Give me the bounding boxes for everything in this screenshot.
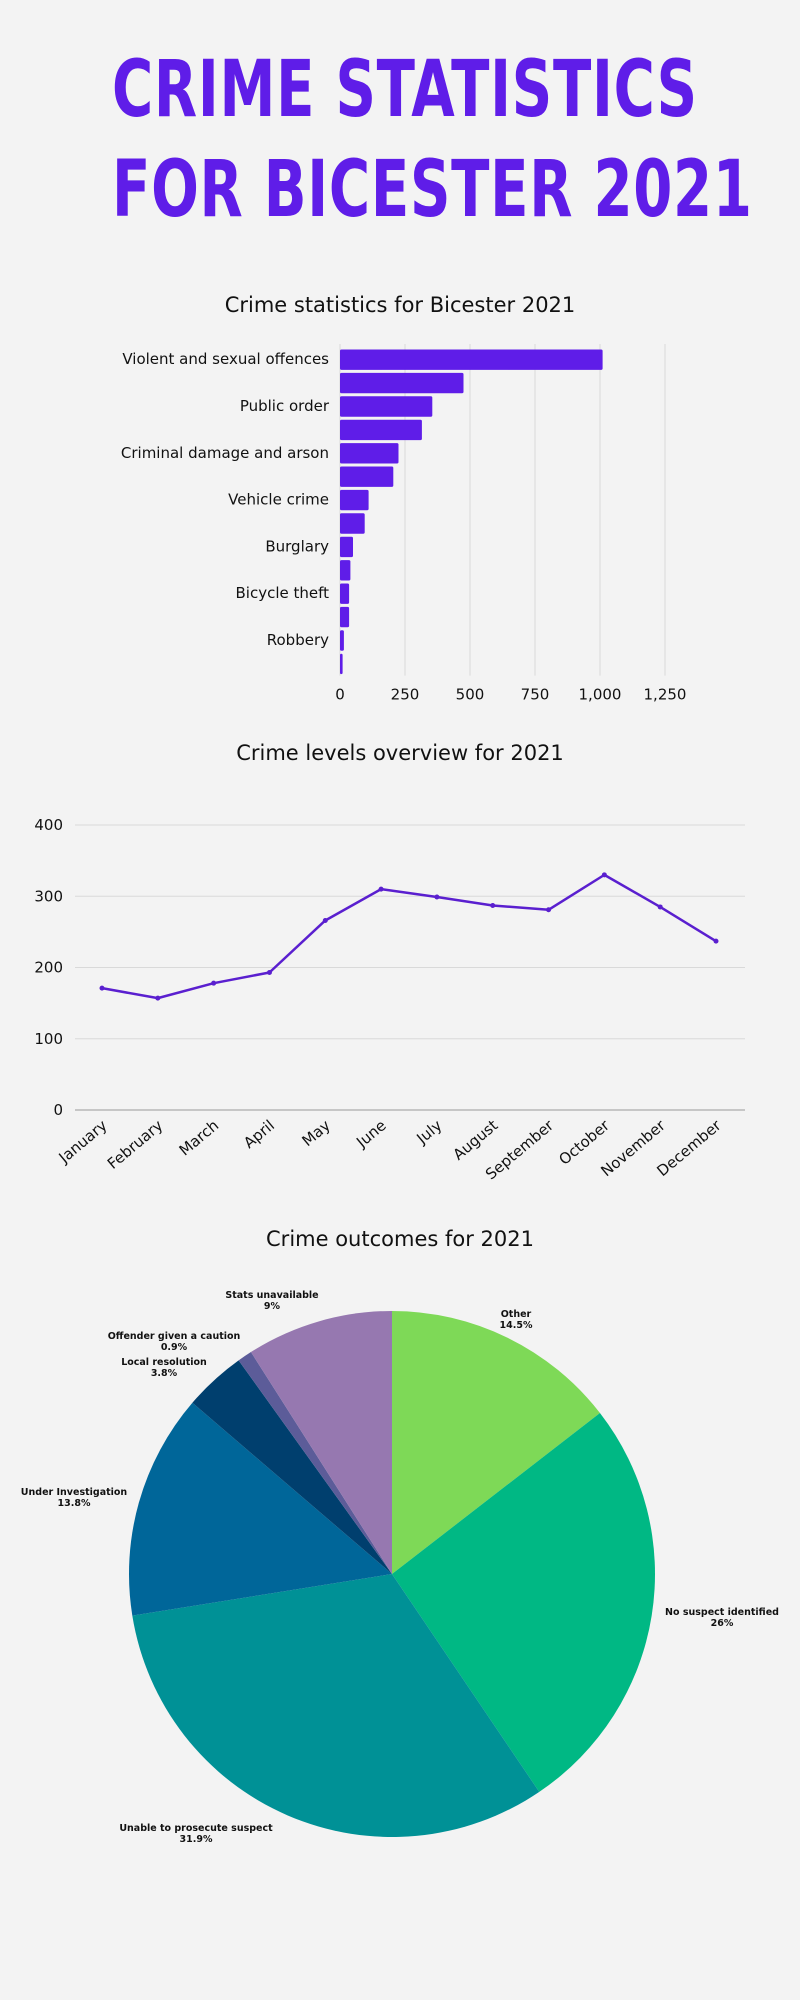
page-title-line-1: CRIME STATISTICS bbox=[112, 45, 698, 135]
pie-slice bbox=[132, 1574, 540, 1837]
line-y-tick-label: 100 bbox=[34, 1030, 63, 1048]
pie-slice-percent: 9% bbox=[264, 1301, 281, 1312]
line-point bbox=[601, 872, 607, 878]
bar-category-label: Robbery bbox=[267, 631, 329, 649]
bar bbox=[340, 419, 422, 441]
pie-slice bbox=[238, 1352, 392, 1574]
bar bbox=[340, 513, 365, 534]
page-title-line-2: FOR BICESTER 2021 bbox=[112, 145, 753, 235]
bar-chart: 0 250 500 750 1,000 1,250 Violent and sexual o… bbox=[121, 344, 687, 704]
pie-slice-label: No suspect identified bbox=[665, 1607, 779, 1618]
line-chart-title: Crime levels overview for 2021 bbox=[236, 741, 564, 765]
line-y-tick-label: 400 bbox=[34, 816, 63, 834]
line-point bbox=[713, 938, 719, 944]
line-x-tick-label: June bbox=[352, 1116, 389, 1151]
pie-slice bbox=[392, 1311, 600, 1574]
pie-slice bbox=[392, 1412, 656, 1792]
pie-slice-percent: 13.8% bbox=[58, 1498, 91, 1509]
bar bbox=[340, 372, 464, 394]
line-point bbox=[155, 995, 161, 1001]
line-x-tick-label: August bbox=[450, 1116, 502, 1164]
line-point bbox=[490, 903, 496, 909]
bar bbox=[340, 606, 350, 628]
bar bbox=[340, 583, 350, 604]
pie-slice-label: Unable to prosecute suspect bbox=[119, 1823, 273, 1834]
line-x-tick-label: February bbox=[104, 1116, 167, 1173]
line-y-tick-label: 300 bbox=[34, 887, 63, 905]
bar-x-tick-label: 500 bbox=[456, 686, 485, 704]
bar bbox=[340, 349, 603, 370]
bar bbox=[340, 443, 399, 464]
line-point bbox=[322, 917, 328, 923]
line-x-tick-label: April bbox=[240, 1116, 278, 1152]
line-x-tick-label: May bbox=[299, 1116, 334, 1150]
pie-slice bbox=[192, 1360, 392, 1574]
line-series bbox=[101, 873, 717, 1000]
bar bbox=[340, 653, 343, 675]
bar-x-tick-label: 250 bbox=[391, 686, 420, 704]
pie-slice-label: Stats unavailable bbox=[225, 1290, 318, 1301]
bar-x-tick-label: 0 bbox=[335, 686, 345, 704]
line-point bbox=[266, 969, 272, 975]
pie-slice-label: Local resolution bbox=[121, 1357, 207, 1368]
line-point bbox=[99, 985, 105, 991]
pie-slice-label: Offender given a caution bbox=[108, 1331, 241, 1342]
pie-slice-percent: 3.8% bbox=[151, 1368, 178, 1379]
bar-chart-title: Crime statistics for Bicester 2021 bbox=[224, 293, 576, 317]
page-title: CRIME STATISTICS FOR BICESTER 2021 bbox=[112, 40, 753, 240]
bar-category-label: Violent and sexual offences bbox=[122, 350, 329, 368]
line-x-tick-label: March bbox=[176, 1116, 223, 1159]
bar-category-label: Criminal damage and arson bbox=[121, 444, 329, 462]
pie-slice-percent: 26% bbox=[711, 1618, 734, 1629]
pie-slice-label: Other bbox=[501, 1309, 532, 1320]
bar-x-tick-label: 1,250 bbox=[644, 686, 687, 704]
line-y-tick-label: 200 bbox=[34, 959, 63, 977]
bar bbox=[340, 466, 394, 487]
bar-x-tick-label: 750 bbox=[521, 686, 550, 704]
bar-category-label: Bicycle theft bbox=[235, 584, 329, 602]
line-point bbox=[378, 886, 384, 892]
pie-slice-percent: 14.5% bbox=[500, 1320, 533, 1331]
bar bbox=[340, 536, 353, 558]
line-point bbox=[657, 904, 663, 910]
pie-slice bbox=[128, 1402, 392, 1616]
bar-category-label: Vehicle crime bbox=[228, 491, 329, 509]
line-point bbox=[211, 980, 217, 986]
bar bbox=[340, 489, 369, 511]
bar-category-label: Public order bbox=[240, 397, 330, 415]
bar bbox=[340, 630, 344, 651]
bar bbox=[340, 560, 351, 581]
line-point bbox=[546, 907, 552, 913]
line-x-tick-label: January bbox=[55, 1116, 111, 1167]
line-point bbox=[434, 894, 440, 900]
bar bbox=[340, 396, 433, 417]
pie-slice-percent: 31.9% bbox=[180, 1834, 213, 1845]
bar-x-tick-label: 1,000 bbox=[579, 686, 622, 704]
line-y-tick-label: 0 bbox=[53, 1101, 63, 1119]
pie-slice-percent: 0.9% bbox=[161, 1342, 188, 1353]
pie-slice bbox=[250, 1311, 392, 1574]
pie-slice-label: Under Investigation bbox=[21, 1487, 128, 1498]
bar-category-label: Burglary bbox=[265, 537, 329, 555]
line-x-tick-label: July bbox=[412, 1116, 445, 1148]
pie-chart-title: Crime outcomes for 2021 bbox=[266, 1227, 534, 1251]
